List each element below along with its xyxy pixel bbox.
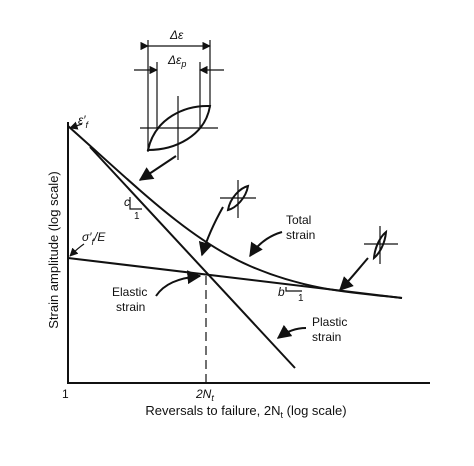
arrow (69, 243, 85, 257)
elastic-label: Elastic (112, 285, 147, 299)
total-label: Total (286, 213, 311, 227)
sigma-f-e: σ′f/E (82, 230, 106, 247)
label-b: b (278, 285, 285, 299)
arrow (276, 324, 307, 339)
elastic-label: strain (116, 300, 145, 314)
total-label: strain (286, 228, 315, 242)
hysteresis-loop-large (134, 40, 224, 160)
delta-eps: Δε (169, 28, 184, 42)
arrow (69, 121, 83, 130)
delta-eps-p: Δεp (167, 53, 186, 69)
eps-f: ε′f (78, 113, 90, 130)
arrow (138, 155, 177, 181)
axes (67, 122, 430, 384)
plastic-label: Plastic (312, 315, 347, 329)
label-c: c (124, 195, 130, 209)
label-b-run: 1 (298, 293, 304, 304)
slope-b (285, 287, 302, 292)
hysteresis-loop-small (198, 180, 256, 257)
x-axis-title: Reversals to failure, 2Nt (log scale) (145, 403, 346, 420)
arrow (155, 270, 202, 297)
plastic-label: strain (312, 330, 341, 344)
arrow (249, 231, 283, 258)
hysteresis-loop-small (339, 226, 398, 291)
total-curve (67, 125, 403, 299)
slope-c (129, 197, 142, 210)
y-axis-title: Strain amplitude (log scale) (46, 171, 61, 329)
origin-label: 1 (62, 387, 69, 401)
plastic-line (89, 146, 296, 369)
transition-label: 2Nt (195, 387, 214, 403)
label-c-run: 1 (134, 211, 140, 222)
